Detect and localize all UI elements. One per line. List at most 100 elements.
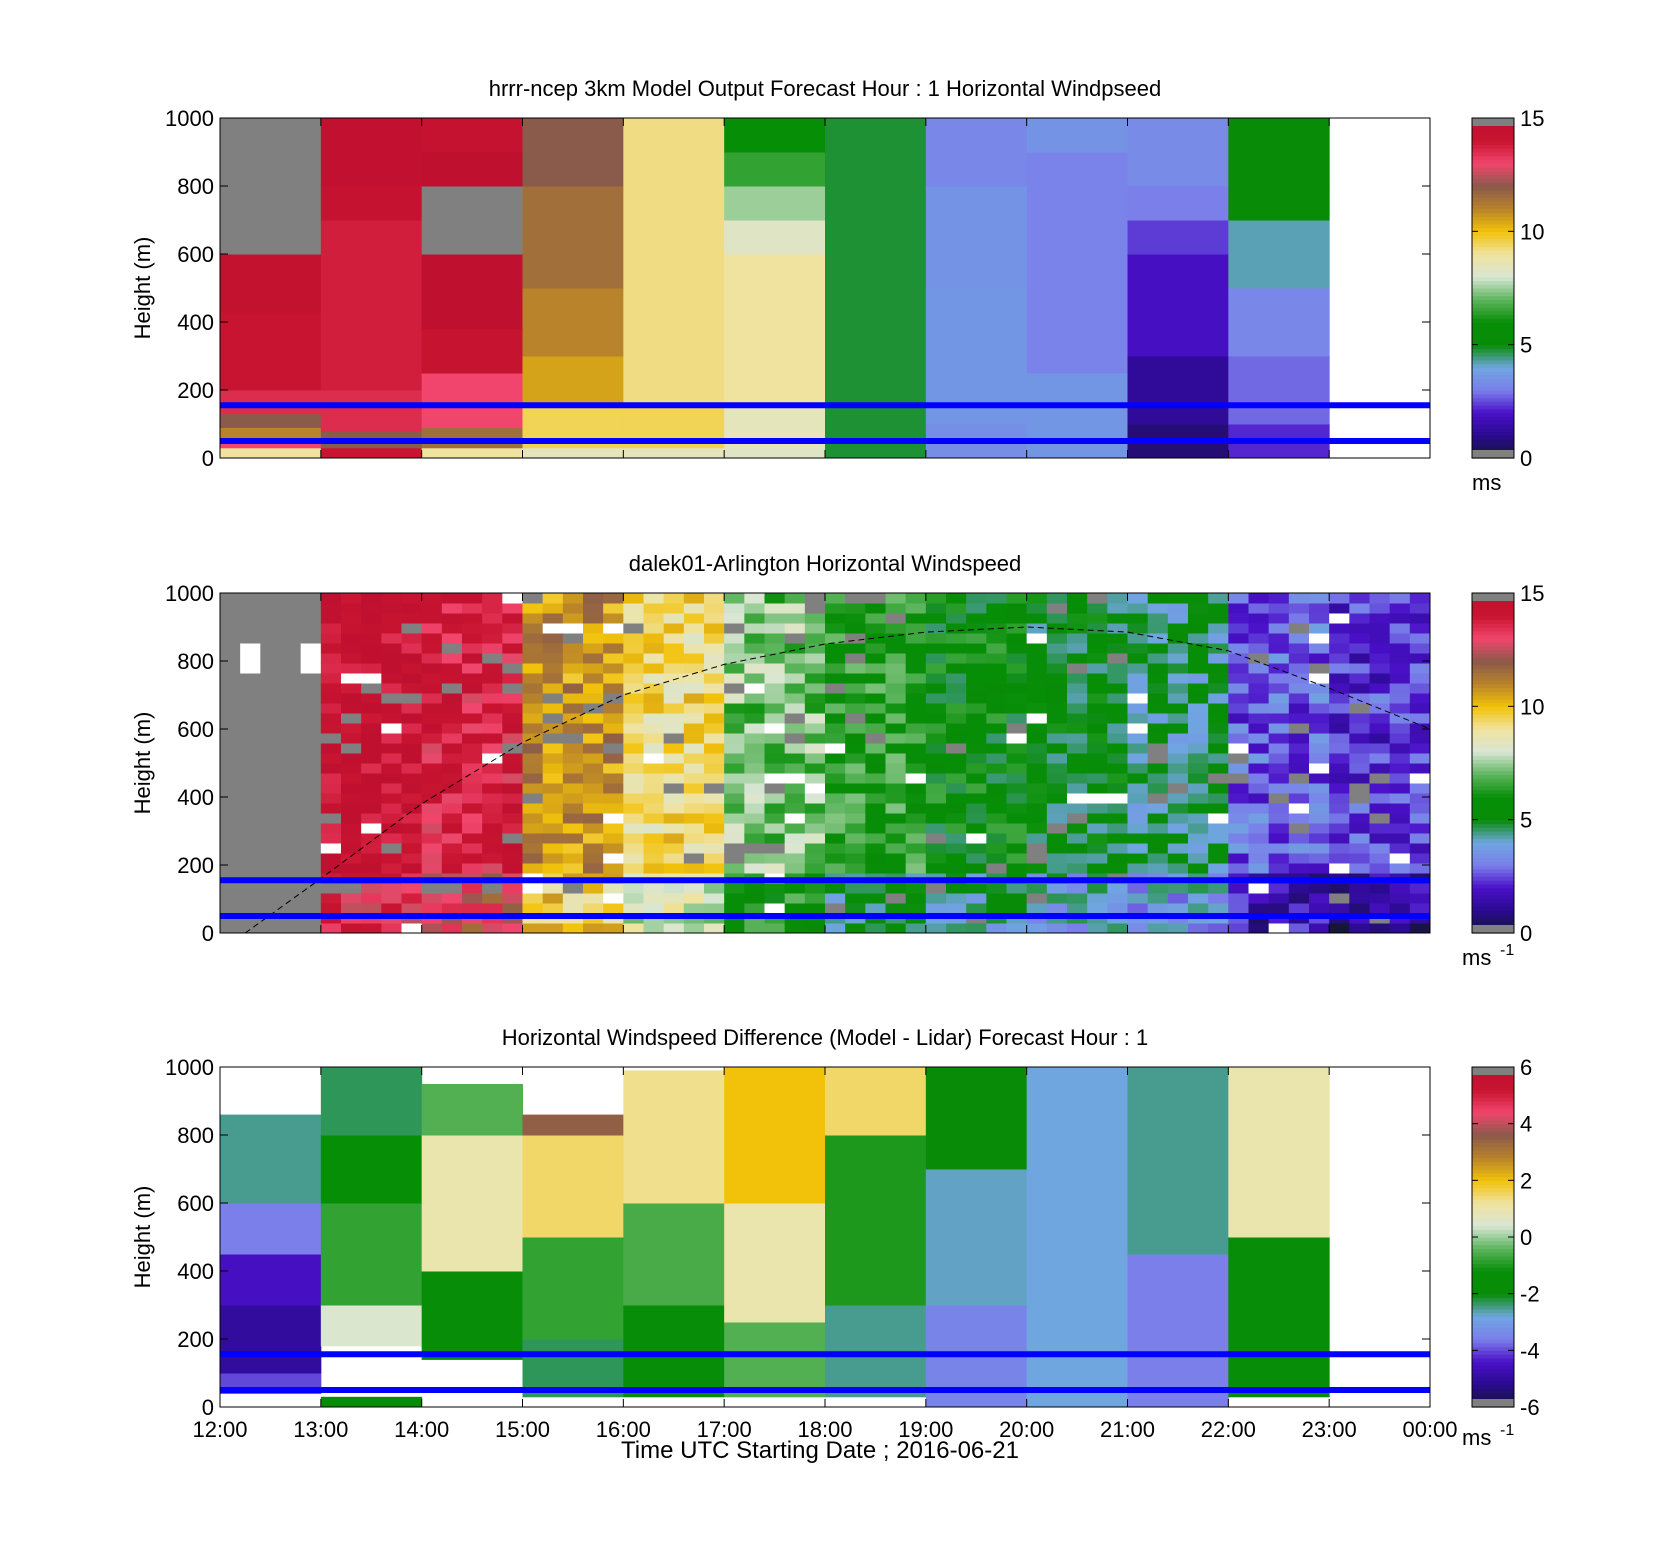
- heatmap-cell: [320, 663, 342, 674]
- heatmap-cell: [421, 753, 443, 764]
- heatmap-cell: [1309, 713, 1330, 724]
- heatmap-cell: [502, 833, 523, 844]
- heatmap-cell: [1369, 823, 1391, 834]
- heatmap-cell: [220, 693, 241, 704]
- heatmap-cell: [1329, 633, 1350, 644]
- heatmap-cell: [1087, 903, 1108, 914]
- colorbar-segment: [1472, 721, 1514, 726]
- heatmap-cell: [1147, 653, 1169, 664]
- colorbar-segment: [1472, 129, 1514, 134]
- heatmap-cell: [663, 703, 685, 714]
- heatmap-cell: [1087, 753, 1108, 764]
- heatmap-cell: [1107, 903, 1128, 914]
- colorbar-segment: [1472, 1101, 1514, 1106]
- x-tick-label: 13:00: [293, 1417, 348, 1442]
- heatmap-cell: [724, 803, 745, 814]
- heatmap-cell: [522, 773, 544, 784]
- colorbar-segment: [1472, 352, 1514, 357]
- heatmap-cell: [683, 613, 705, 624]
- colorbar-segment: [1472, 1074, 1514, 1079]
- heatmap-cell: [1067, 783, 1088, 794]
- colorbar-segment: [1472, 1391, 1514, 1397]
- heatmap-cell: [1188, 703, 1209, 714]
- colorbar-segment: [1472, 1320, 1514, 1325]
- heatmap-cell: [260, 843, 281, 854]
- heatmap-cell: [784, 783, 806, 794]
- colorbar-segment: [1472, 1244, 1514, 1249]
- heatmap-cell: [1127, 893, 1149, 904]
- heatmap-cell: [1288, 843, 1310, 854]
- heatmap-cell: [724, 703, 745, 714]
- heatmap-cell: [1208, 693, 1229, 704]
- heatmap-cell: [603, 833, 624, 844]
- heatmap-cell: [562, 743, 584, 754]
- heatmap-cell: [724, 883, 745, 894]
- heatmap-cell: [1369, 803, 1391, 814]
- heatmap-cell: [502, 793, 523, 804]
- heatmap-cell: [1167, 733, 1189, 744]
- y-tick-label: 1000: [165, 1055, 214, 1080]
- heatmap-cell: [1228, 803, 1249, 814]
- heatmap-cell: [220, 447, 322, 459]
- heatmap-cell: [381, 623, 402, 634]
- heatmap-cell: [583, 683, 604, 694]
- heatmap-cell: [220, 923, 241, 934]
- heatmap-cell: [1349, 633, 1370, 644]
- heatmap-cell: [482, 923, 503, 934]
- heatmap-cell: [804, 853, 826, 864]
- heatmap-cell: [401, 883, 423, 894]
- heatmap-cell: [683, 713, 705, 724]
- heatmap-cell: [1268, 633, 1290, 644]
- heatmap-cell: [1409, 843, 1431, 854]
- heatmap-cell: [320, 1305, 423, 1347]
- heatmap-cell: [865, 683, 886, 694]
- heatmap-cell: [986, 753, 1007, 764]
- heatmap-cell: [663, 753, 685, 764]
- heatmap-cell: [522, 633, 544, 644]
- heatmap-cell: [1127, 603, 1149, 614]
- heatmap-cell: [462, 793, 483, 804]
- colorbar-segment: [1472, 1293, 1514, 1299]
- heatmap-cell: [1208, 713, 1229, 724]
- heatmap-cell: [1046, 593, 1068, 604]
- heatmap-cell: [865, 813, 886, 824]
- heatmap-cell: [1268, 683, 1290, 694]
- heatmap-cell: [1046, 813, 1068, 824]
- colorbar-segment: [1472, 1376, 1514, 1382]
- heatmap-cell: [1228, 220, 1330, 289]
- heatmap-cell: [603, 703, 624, 714]
- heatmap-cell: [1288, 713, 1310, 724]
- heatmap-cell: [764, 853, 786, 864]
- heatmap-cell: [966, 843, 987, 854]
- panel-3: 12:00 13:00 14:00 15:00 16:00 17:00 18:00 19:00…: [130, 1025, 1540, 1450]
- heatmap-cell: [1107, 683, 1128, 694]
- heatmap-cell: [1228, 903, 1249, 914]
- heatmap-cell: [240, 823, 261, 834]
- y-tick-label: 600: [177, 242, 214, 267]
- heatmap-cell: [300, 663, 322, 674]
- heatmap-cell: [966, 793, 987, 804]
- colorbar-end-cap: [1472, 118, 1514, 126]
- heatmap-cell: [341, 713, 362, 724]
- heatmap-cell: [562, 723, 584, 734]
- heatmap-cell: [462, 613, 483, 624]
- heatmap-cell: [583, 703, 604, 714]
- heatmap-cell: [220, 713, 241, 724]
- heatmap-cell: [1127, 753, 1149, 764]
- heatmap-cell: [1006, 613, 1028, 624]
- heatmap-cell: [1107, 763, 1128, 774]
- heatmap-cell: [502, 903, 523, 914]
- heatmap-cell: [1046, 673, 1068, 684]
- heatmap-cell: [643, 733, 665, 744]
- heatmap-cell: [603, 773, 624, 784]
- heatmap-cell: [320, 683, 342, 694]
- heatmap-cell: [683, 813, 705, 824]
- heatmap-cell: [764, 713, 786, 724]
- heatmap-cell: [1248, 843, 1270, 854]
- heatmap-cell: [865, 773, 886, 784]
- heatmap-cell: [522, 743, 544, 754]
- heatmap-cell: [865, 603, 886, 614]
- heatmap-cell: [865, 803, 886, 814]
- heatmap-cell: [583, 653, 604, 664]
